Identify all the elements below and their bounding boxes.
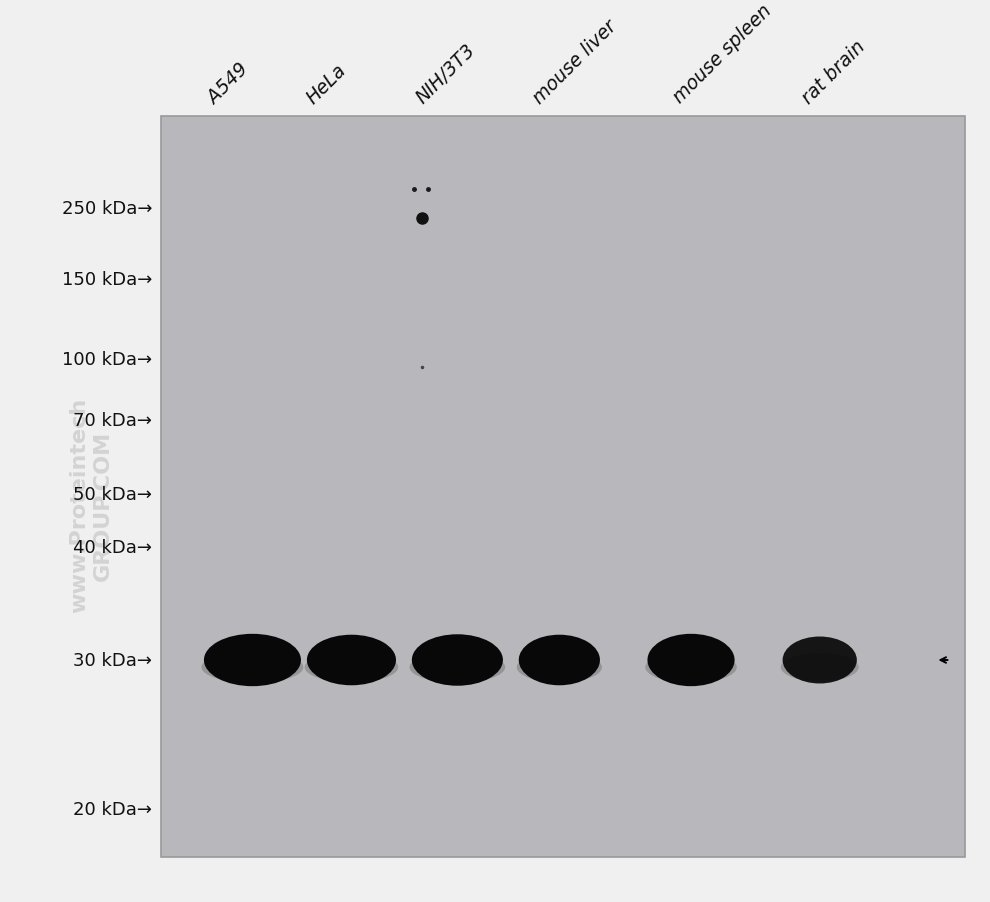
Ellipse shape (410, 652, 505, 683)
Ellipse shape (202, 652, 303, 683)
Text: 250 kDa→: 250 kDa→ (62, 200, 152, 218)
Text: 20 kDa→: 20 kDa→ (73, 800, 152, 818)
Ellipse shape (781, 653, 858, 682)
Text: www.Proteintech
GROUP.COM: www.Proteintech GROUP.COM (69, 398, 113, 612)
Text: rat brain: rat brain (798, 37, 869, 107)
Ellipse shape (519, 635, 600, 686)
Text: 70 kDa→: 70 kDa→ (73, 411, 152, 429)
Ellipse shape (647, 634, 735, 686)
Ellipse shape (204, 634, 301, 686)
Text: 100 kDa→: 100 kDa→ (62, 351, 152, 369)
Ellipse shape (305, 652, 398, 683)
Text: mouse liver: mouse liver (529, 16, 620, 107)
Ellipse shape (645, 652, 737, 683)
Text: 40 kDa→: 40 kDa→ (73, 538, 152, 557)
Ellipse shape (307, 635, 396, 686)
Text: HeLa: HeLa (303, 60, 350, 107)
Ellipse shape (517, 652, 602, 683)
Text: 150 kDa→: 150 kDa→ (62, 271, 152, 289)
Text: mouse spleen: mouse spleen (669, 2, 775, 107)
Text: 50 kDa→: 50 kDa→ (73, 485, 152, 503)
Ellipse shape (412, 635, 503, 686)
Ellipse shape (782, 637, 856, 684)
Bar (161, 117, 965, 857)
Text: A549: A549 (204, 60, 252, 107)
Text: 30 kDa→: 30 kDa→ (73, 651, 152, 669)
Text: NIH/3T3: NIH/3T3 (412, 41, 479, 107)
